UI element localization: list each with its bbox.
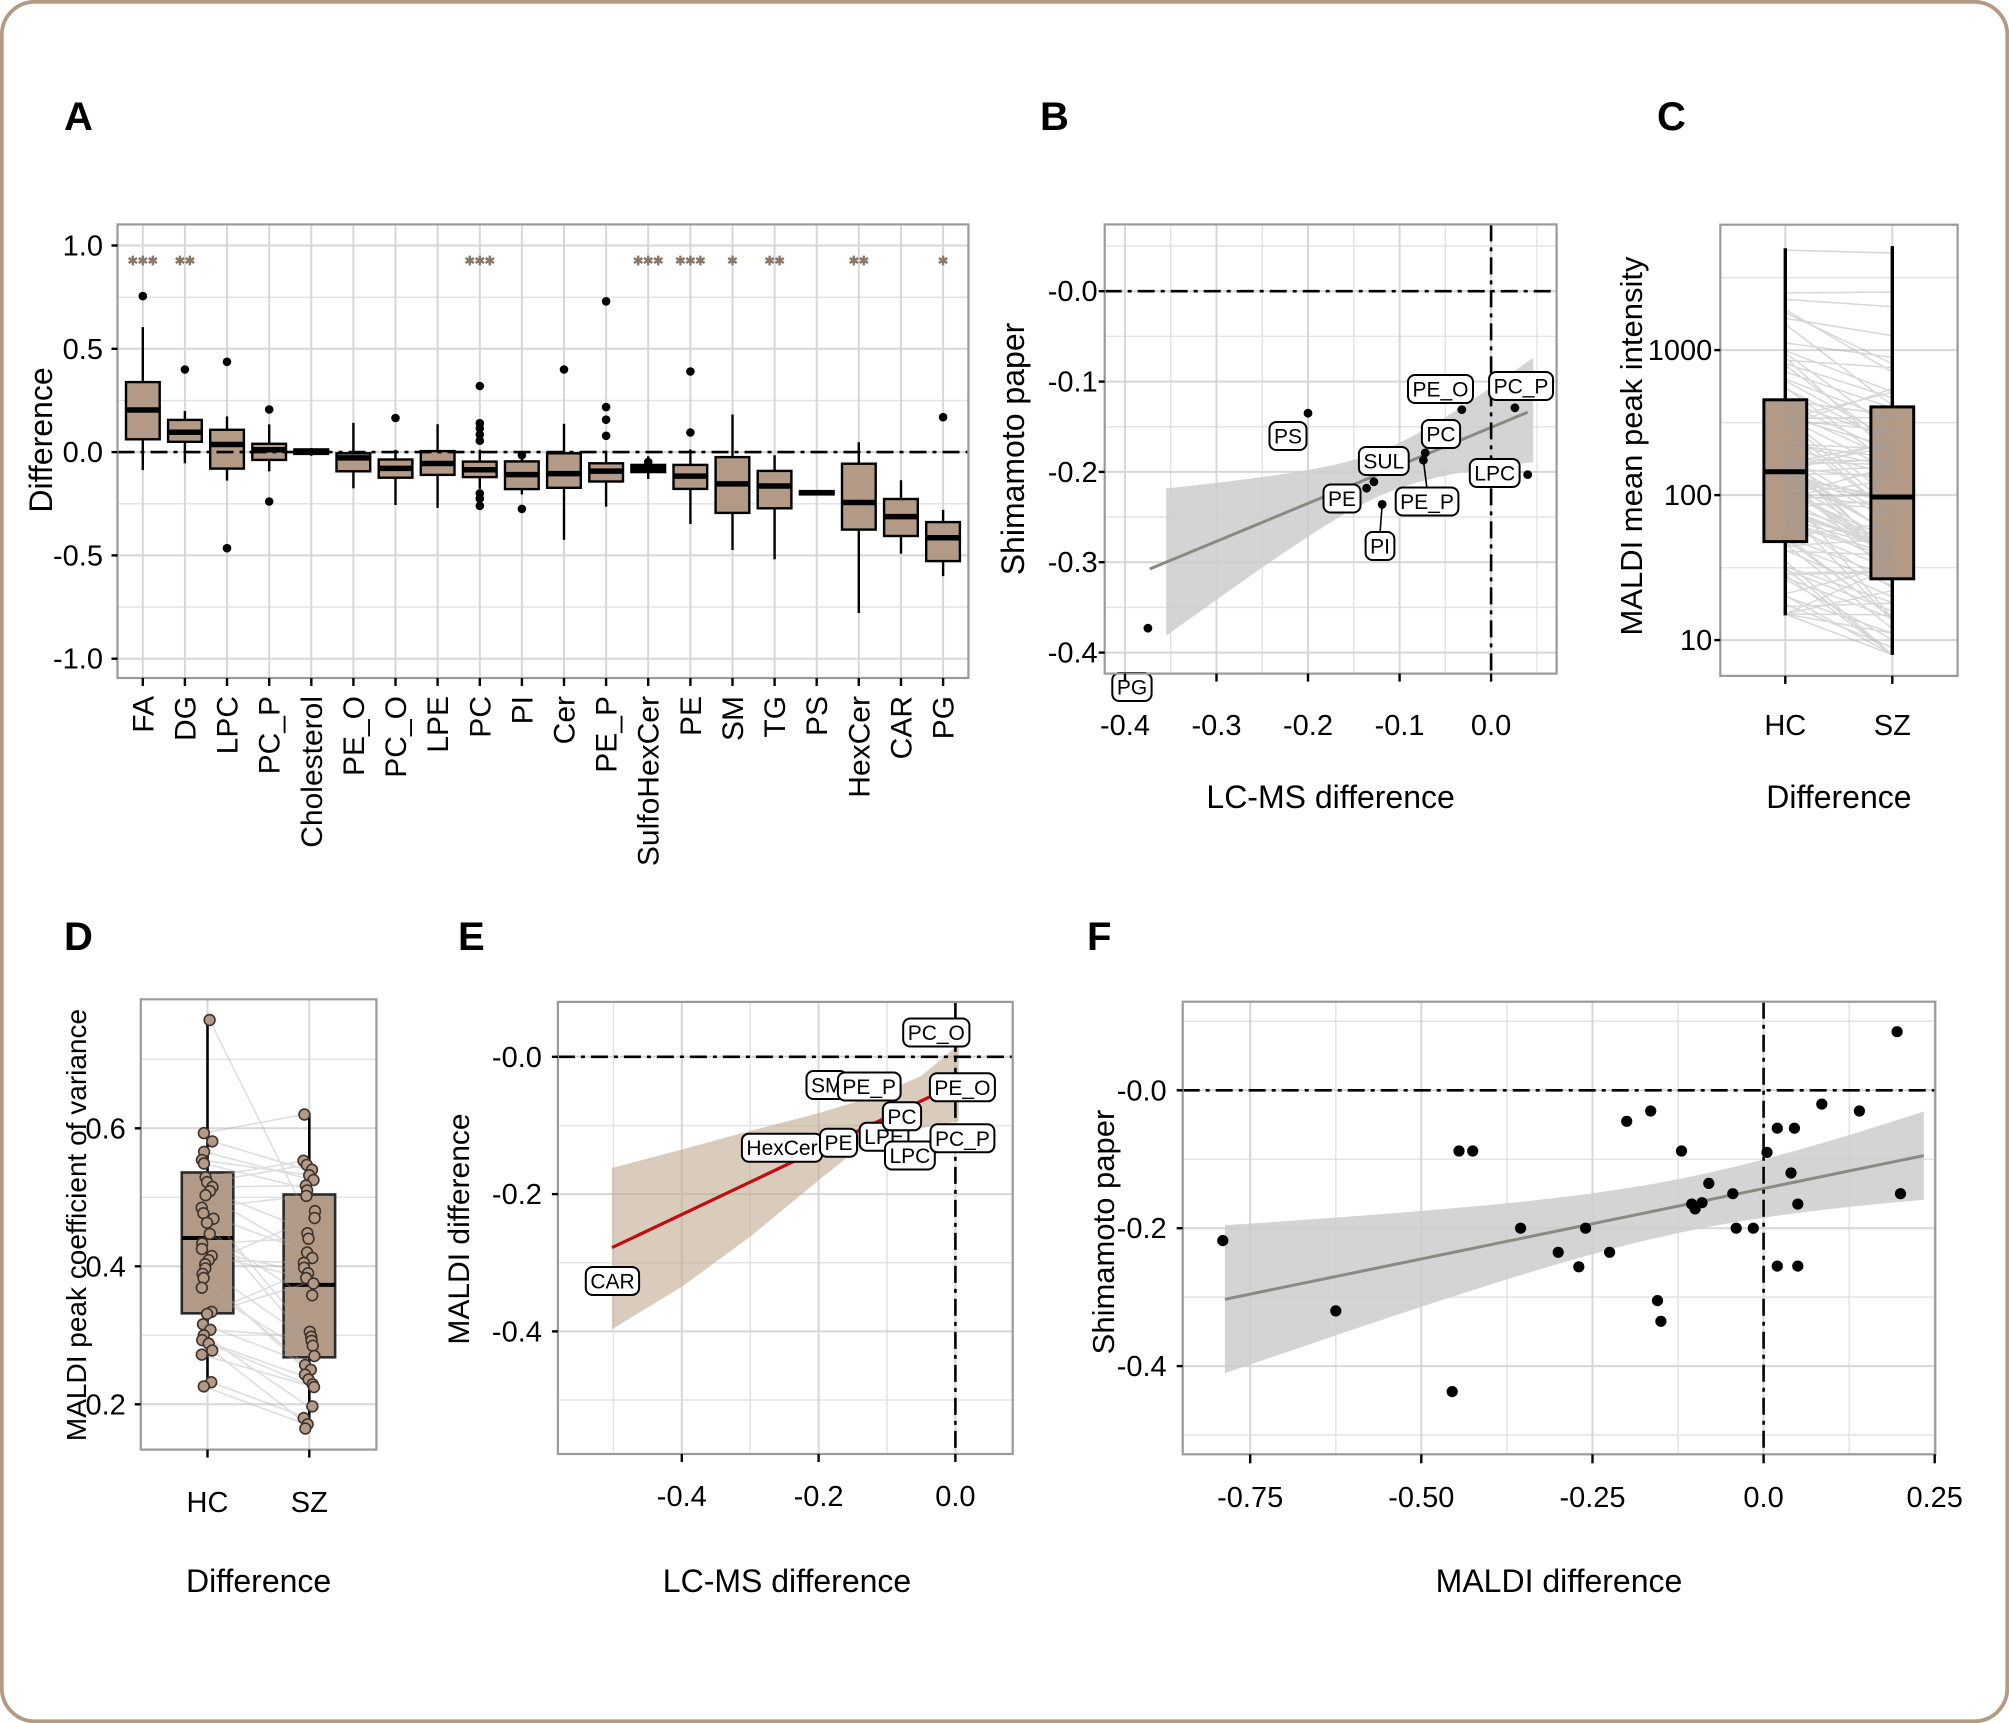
svg-text:0.0: 0.0 [935, 1481, 975, 1513]
svg-text:SulfoHexCer: SulfoHexCer [633, 696, 666, 866]
svg-text:PE_O: PE_O [1412, 379, 1468, 402]
svg-text:LPC: LPC [1474, 463, 1515, 486]
svg-text:-0.5: -0.5 [53, 540, 103, 572]
svg-text:SZ: SZ [1874, 710, 1911, 742]
svg-text:PS: PS [801, 696, 834, 736]
svg-text:0.0: 0.0 [1743, 1482, 1783, 1514]
svg-text:100: 100 [1664, 480, 1712, 512]
svg-text:A: A [64, 95, 93, 139]
svg-text:HC: HC [1764, 710, 1806, 742]
svg-text:PE_P: PE_P [842, 1076, 896, 1099]
svg-text:Shimamoto paper: Shimamoto paper [995, 322, 1031, 575]
svg-text:LPC: LPC [212, 696, 245, 754]
svg-text:-0.25: -0.25 [1559, 1482, 1625, 1514]
svg-text:1.0: 1.0 [63, 231, 103, 263]
svg-text:PC_P: PC_P [254, 696, 287, 774]
svg-text:-0.0: -0.0 [492, 1042, 542, 1074]
svg-text:-0.2: -0.2 [794, 1481, 844, 1513]
svg-text:PE: PE [675, 696, 708, 736]
svg-text:0.6: 0.6 [85, 1113, 125, 1145]
svg-text:LPC: LPC [889, 1145, 930, 1168]
svg-text:-0.4: -0.4 [1100, 710, 1150, 742]
svg-text:DG: DG [169, 696, 202, 741]
svg-text:SUL: SUL [1363, 451, 1404, 474]
svg-text:CAR: CAR [886, 696, 919, 759]
svg-text:PI: PI [1370, 536, 1390, 559]
svg-text:PC: PC [464, 696, 497, 738]
svg-text:0.0: 0.0 [1471, 710, 1511, 742]
svg-text:Difference: Difference [23, 367, 59, 512]
svg-text:PG: PG [928, 696, 961, 739]
svg-text:-0.4: -0.4 [1048, 638, 1098, 670]
svg-text:PE_O: PE_O [934, 1077, 990, 1100]
svg-text:PC_P: PC_P [1494, 376, 1549, 399]
svg-text:PC_O: PC_O [380, 696, 413, 778]
svg-text:C: C [1657, 95, 1686, 139]
svg-text:SZ: SZ [291, 1487, 328, 1519]
svg-text:0.4: 0.4 [85, 1251, 125, 1283]
svg-text:CAR: CAR [590, 1271, 634, 1294]
svg-text:Difference: Difference [186, 1563, 331, 1599]
svg-text:Cholesterol: Cholesterol [296, 696, 329, 848]
svg-text:0.5: 0.5 [63, 334, 103, 366]
svg-text:PE: PE [1328, 488, 1356, 511]
svg-text:-1.0: -1.0 [53, 644, 103, 676]
svg-text:-0.2: -0.2 [1117, 1213, 1167, 1245]
svg-text:0.0: 0.0 [63, 437, 103, 469]
svg-text:FA: FA [127, 696, 160, 733]
svg-text:0.2: 0.2 [85, 1389, 125, 1421]
svg-text:-0.4: -0.4 [492, 1316, 542, 1348]
svg-text:PE_P: PE_P [1400, 491, 1454, 514]
svg-text:HexCer: HexCer [746, 1137, 817, 1160]
svg-text:LC-MS difference: LC-MS difference [663, 1563, 911, 1599]
svg-text:PC_P: PC_P [935, 1128, 990, 1151]
svg-text:PC_O: PC_O [908, 1022, 965, 1045]
svg-text:PE_O: PE_O [338, 696, 371, 776]
svg-text:SM: SM [717, 696, 750, 741]
svg-text:-0.4: -0.4 [1117, 1351, 1167, 1383]
svg-text:PG: PG [1117, 677, 1147, 700]
svg-text:-0.3: -0.3 [1192, 710, 1242, 742]
svg-text:-0.1: -0.1 [1048, 367, 1098, 399]
svg-text:PC: PC [887, 1106, 916, 1129]
svg-text:-0.0: -0.0 [1048, 276, 1098, 308]
svg-text:10: 10 [1680, 625, 1712, 657]
svg-text:-0.2: -0.2 [1283, 710, 1333, 742]
svg-text:MALDI peak coefficient of vari: MALDI peak coefficient of variance [61, 1009, 92, 1441]
svg-text:B: B [1040, 95, 1069, 139]
svg-text:PE_P: PE_P [591, 696, 624, 773]
svg-text:MALDI difference: MALDI difference [443, 1113, 476, 1344]
svg-text:PC: PC [1426, 424, 1455, 447]
svg-text:Cer: Cer [549, 696, 582, 744]
svg-text:-0.50: -0.50 [1388, 1482, 1454, 1514]
svg-text:1000: 1000 [1648, 335, 1713, 367]
svg-text:PE: PE [824, 1132, 852, 1155]
svg-text:HexCer: HexCer [843, 696, 876, 798]
svg-text:PI: PI [506, 696, 539, 724]
svg-text:-0.1: -0.1 [1375, 710, 1425, 742]
svg-text:SM: SM [811, 1075, 843, 1098]
svg-text:D: D [64, 915, 93, 959]
svg-text:-0.3: -0.3 [1048, 547, 1098, 579]
svg-text:-0.2: -0.2 [492, 1179, 542, 1211]
svg-text:LC-MS difference: LC-MS difference [1206, 779, 1454, 815]
svg-text:E: E [458, 915, 485, 959]
svg-text:0.25: 0.25 [1906, 1482, 1962, 1514]
svg-text:-0.2: -0.2 [1048, 457, 1098, 489]
svg-text:F: F [1087, 915, 1111, 959]
svg-text:TG: TG [759, 696, 792, 738]
svg-text:PS: PS [1274, 426, 1302, 449]
svg-text:HC: HC [187, 1487, 229, 1519]
svg-text:-0.75: -0.75 [1217, 1482, 1283, 1514]
svg-text:-0.0: -0.0 [1117, 1075, 1167, 1107]
svg-text:MALDI difference: MALDI difference [1436, 1563, 1683, 1599]
svg-text:LPE: LPE [422, 696, 455, 753]
svg-text:Difference: Difference [1766, 779, 1911, 815]
svg-text:MALDI mean peak intensity: MALDI mean peak intensity [1614, 256, 1649, 636]
svg-text:-0.4: -0.4 [657, 1481, 707, 1513]
svg-text:Shimamoto paper: Shimamoto paper [1086, 1110, 1121, 1355]
